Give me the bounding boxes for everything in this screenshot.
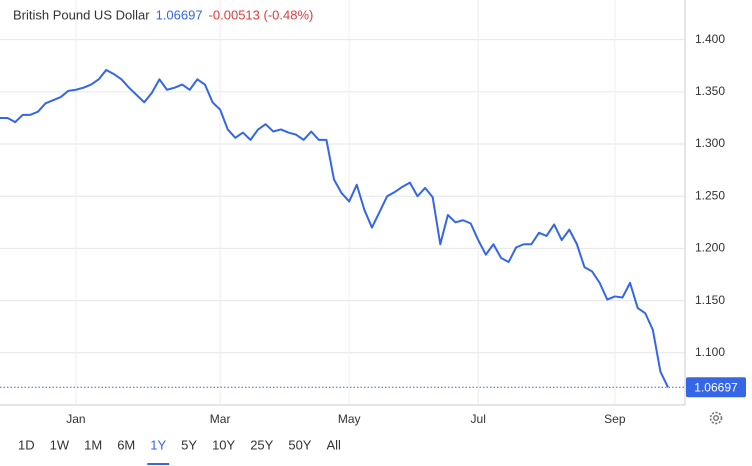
y-tick-label: 1.150: [695, 293, 725, 307]
last-price-badge: [686, 377, 746, 398]
instrument-name: British Pound US Dollar: [13, 7, 150, 22]
y-tick-label: 1.400: [695, 32, 725, 46]
x-tick-label: Sep: [604, 412, 626, 426]
price-change: -0.00513 (-0.48%): [209, 7, 314, 22]
range-button[interactable]: All: [326, 437, 341, 452]
x-tick-label: Mar: [210, 412, 231, 426]
range-button[interactable]: 10Y: [212, 437, 235, 452]
range-button[interactable]: 1W: [50, 437, 70, 452]
x-tick-label: Jan: [66, 412, 85, 426]
range-button[interactable]: 25Y: [250, 437, 273, 452]
x-tick-label: Jul: [471, 412, 486, 426]
y-tick-label: 1.100: [695, 345, 725, 359]
price-line: [0, 68, 669, 388]
range-button[interactable]: 5Y: [181, 437, 197, 452]
y-tick-label: 1.250: [695, 188, 725, 202]
y-tick-label: 1.200: [695, 241, 725, 255]
settings-icon[interactable]: [709, 411, 723, 425]
range-button[interactable]: 1Y: [150, 437, 166, 452]
range-button[interactable]: 1M: [84, 437, 102, 452]
range-button[interactable]: 1D: [18, 437, 35, 452]
y-tick-label: 1.350: [695, 84, 725, 98]
x-tick-label: May: [338, 412, 361, 426]
last-price: 1.06697: [156, 7, 203, 22]
range-button[interactable]: 6M: [117, 437, 135, 452]
range-button[interactable]: 50Y: [288, 437, 311, 452]
last-price-label: 1.06697: [694, 380, 738, 394]
y-tick-label: 1.300: [695, 136, 725, 150]
